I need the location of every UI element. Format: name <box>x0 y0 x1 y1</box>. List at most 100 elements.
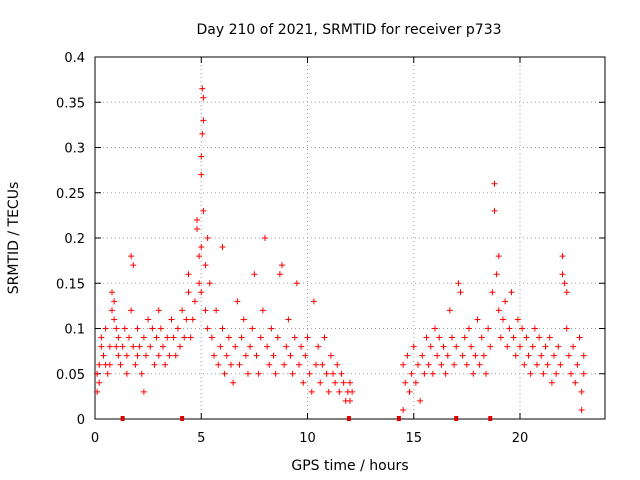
data-point <box>202 262 209 269</box>
data-point <box>223 352 230 359</box>
x-tick-label: 0 <box>91 431 99 446</box>
data-point <box>485 325 492 332</box>
data-point <box>181 334 188 341</box>
data-point <box>419 352 426 359</box>
data-point <box>94 388 101 395</box>
data-point <box>429 370 436 377</box>
data-point <box>232 343 239 350</box>
data-point <box>204 235 211 241</box>
baseline-flag <box>488 416 493 421</box>
data-point <box>321 334 328 341</box>
baseline-flag <box>396 416 401 421</box>
data-point <box>202 307 209 314</box>
data-point <box>283 343 290 350</box>
data-point <box>117 361 124 368</box>
data-point <box>199 130 206 137</box>
data-point <box>444 352 451 359</box>
data-point <box>578 406 585 413</box>
data-point <box>143 352 149 359</box>
data-point <box>427 343 434 350</box>
data-point <box>436 334 443 341</box>
data-point <box>540 370 547 377</box>
data-point <box>313 361 319 368</box>
data-point <box>512 352 519 359</box>
data-point <box>502 298 509 305</box>
data-point <box>404 352 411 359</box>
data-point <box>257 334 264 341</box>
data-point <box>109 289 115 296</box>
x-axis-ticks: 0 5 10 15 20 <box>91 57 528 446</box>
data-point <box>408 370 415 377</box>
data-point <box>536 334 543 341</box>
data-point <box>225 334 232 341</box>
data-point <box>306 370 313 377</box>
data-point <box>155 352 162 359</box>
data-point <box>410 343 417 350</box>
data-point <box>446 307 453 314</box>
baseline-flag <box>346 416 351 421</box>
y-tick-label: 0.3 <box>64 142 85 157</box>
data-point <box>497 334 504 341</box>
data-point <box>506 325 513 332</box>
data-point <box>115 334 122 341</box>
data-point <box>276 271 283 278</box>
data-point <box>130 262 137 269</box>
data-point <box>453 343 460 350</box>
baseline-flag <box>454 416 459 421</box>
data-point <box>470 370 477 377</box>
y-tick-label: 0.4 <box>64 51 85 66</box>
data-point <box>310 298 317 305</box>
data-point <box>128 253 135 260</box>
data-point <box>238 334 245 341</box>
data-point <box>296 361 302 368</box>
data-point <box>255 370 262 377</box>
data-point <box>140 388 147 395</box>
data-point <box>96 379 103 386</box>
data-point <box>514 316 521 323</box>
data-point <box>555 343 562 350</box>
data-point <box>580 352 587 359</box>
baseline-flag <box>120 416 125 421</box>
data-point <box>576 334 583 341</box>
data-point <box>200 117 207 124</box>
data-point <box>417 397 424 404</box>
y-tick-label: 0.2 <box>64 232 85 247</box>
data-point <box>215 361 222 368</box>
data-point <box>491 180 498 187</box>
data-point <box>578 388 585 395</box>
data-point <box>304 334 311 341</box>
data-point <box>523 334 530 341</box>
data-point <box>270 352 277 359</box>
data-point <box>495 307 502 314</box>
data-point <box>221 370 228 377</box>
x-tick-label: 20 <box>512 431 529 446</box>
data-point <box>493 271 500 278</box>
data-point <box>200 207 207 214</box>
data-point <box>531 325 538 332</box>
data-point <box>542 343 549 350</box>
data-point <box>234 298 241 305</box>
data-point <box>521 361 528 368</box>
grid-lines <box>95 57 605 419</box>
data-point <box>327 352 334 359</box>
data-point <box>211 352 217 359</box>
data-point <box>347 379 353 386</box>
data-point <box>317 379 324 386</box>
data-point <box>247 343 254 350</box>
data-point <box>517 343 523 350</box>
data-point <box>206 280 213 287</box>
data-point <box>279 262 285 269</box>
data-point <box>459 352 466 359</box>
data-point <box>185 271 192 278</box>
data-point <box>194 216 200 223</box>
data-point <box>242 352 249 359</box>
data-point <box>179 307 186 314</box>
data-point <box>338 370 345 377</box>
data-point <box>406 388 413 395</box>
data-point <box>478 334 485 341</box>
data-point <box>349 388 356 395</box>
data-point <box>323 370 330 377</box>
data-point <box>189 316 196 323</box>
data-point <box>194 225 200 232</box>
baseline-flags <box>120 416 493 421</box>
